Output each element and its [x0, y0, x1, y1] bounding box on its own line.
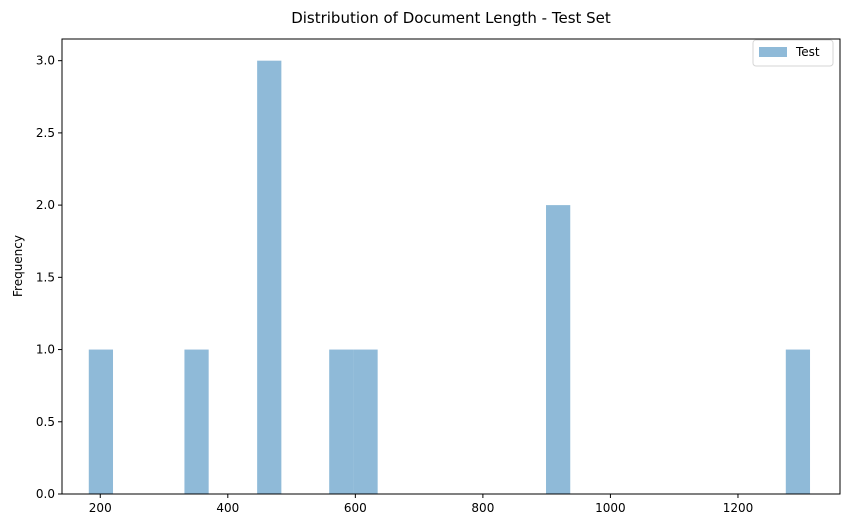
histogram-bar-2	[257, 60, 282, 495]
x-axis-ticks: 200 400 600 800 1000 1200	[89, 494, 753, 515]
y-tick-label: 0.0	[36, 487, 55, 501]
y-tick-label: 2.0	[36, 198, 55, 212]
x-tick-label: 1200	[723, 501, 754, 515]
histogram-bar-0	[88, 349, 114, 494]
bars-group	[88, 60, 811, 495]
x-tick-label: 200	[89, 501, 112, 515]
y-tick-label: 2.5	[36, 126, 55, 140]
legend: Test	[752, 39, 834, 67]
y-tick-label: 1.5	[36, 270, 55, 284]
histogram-bar-4	[353, 349, 378, 494]
x-tick-label: 800	[471, 501, 494, 515]
histogram-bar-6	[785, 349, 811, 494]
y-axis-label: Frequency	[11, 235, 25, 297]
y-axis-ticks: 0.0 0.5 1.0 1.5 2.0 2.5 3.0	[36, 54, 62, 501]
histogram-bar-3	[329, 349, 354, 494]
plot-frame	[61, 38, 841, 495]
legend-box	[752, 39, 834, 67]
legend-swatch	[759, 47, 787, 57]
y-tick-label: 0.5	[36, 415, 55, 429]
y-tick-label: 1.0	[36, 343, 55, 357]
chart-title: Distribution of Document Length - Test S…	[291, 9, 611, 27]
x-tick-label: 600	[344, 501, 367, 515]
legend-label: Test	[795, 45, 820, 59]
x-tick-label: 400	[216, 501, 239, 515]
x-tick-label: 1000	[595, 501, 626, 515]
histogram-bar-5	[546, 205, 571, 495]
y-tick-label: 3.0	[36, 54, 55, 68]
histogram-bar-1	[184, 349, 209, 494]
